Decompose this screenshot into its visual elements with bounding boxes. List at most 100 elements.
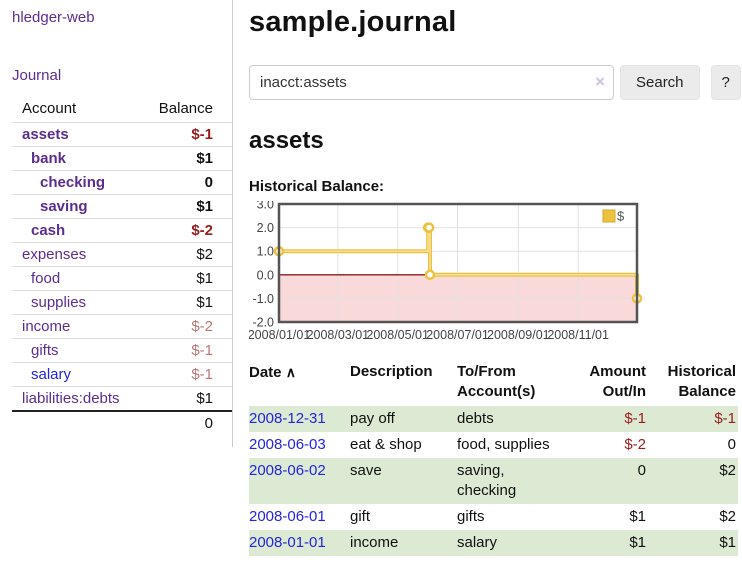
main-content: sample.journal × Search ? assets Histori… <box>233 0 742 556</box>
balance-column-header: Balance <box>158 100 213 117</box>
app-title-link[interactable]: hledger-web <box>12 9 95 26</box>
sidebar-account-checking[interactable]: checking <box>40 174 106 191</box>
sidebar-account-income[interactable]: income <box>22 318 71 335</box>
sidebar-account-expenses[interactable]: expenses <box>22 246 87 263</box>
account-balance: $-2 <box>136 314 232 339</box>
account-balance: $-2 <box>136 218 232 243</box>
amount-column-header: Amount Out/In <box>589 363 646 400</box>
x-tick-label: 2008/01/01 <box>249 328 310 342</box>
app-title: hledger-web <box>12 9 232 26</box>
clear-search-icon[interactable]: × <box>595 72 605 91</box>
legend-swatch <box>602 209 616 223</box>
transaction-balance: $1 <box>719 534 736 551</box>
transaction-date-link[interactable]: 2008-01-01 <box>249 534 326 551</box>
account-row: salary $-1 <box>12 362 232 387</box>
transaction-balance: $2 <box>719 462 736 479</box>
account-balance: $-1 <box>136 362 232 387</box>
accounts-table: Account Balance assets $-1 bank $1 checking 0… <box>12 97 232 435</box>
balance-chart-svg: $3.0 2.0 1.0 0.0 -1.0 -2.02008/01/012008/03/0… <box>248 198 643 342</box>
transaction-description: income <box>350 534 399 551</box>
total-balance: 0 <box>136 410 232 435</box>
date-column-header[interactable]: Date ∧ <box>249 360 350 406</box>
date-header-label: Date <box>249 364 282 381</box>
transaction-accounts: debts <box>457 410 494 427</box>
data-point-marker <box>424 269 436 281</box>
transaction-balance: $-1 <box>714 410 736 427</box>
x-tick-label: 2008/05/01 <box>366 328 429 342</box>
transaction-accounts: food, supplies <box>457 436 550 453</box>
transaction-date-link[interactable]: 2008-06-03 <box>249 436 326 453</box>
sidebar-account-food[interactable]: food <box>31 270 61 287</box>
sidebar-account-bank[interactable]: bank <box>31 150 67 167</box>
accounts-column-header: To/From Account(s) <box>457 363 536 400</box>
description-column-header: Description <box>350 363 433 380</box>
sidebar-item-journal[interactable]: Journal <box>12 67 62 84</box>
transaction-balance: $2 <box>719 508 736 525</box>
accounts-table-header-row: Account Balance <box>12 97 232 123</box>
account-row: liabilities:debts $1 <box>12 386 232 411</box>
account-balance: $-1 <box>136 122 232 147</box>
transaction-description: pay off <box>350 410 395 427</box>
account-balance: $-1 <box>136 338 232 363</box>
account-row: income $-2 <box>12 314 232 339</box>
y-tick-label: 2.0 <box>257 221 274 235</box>
transaction-row: 2008-12-31 pay off debts $-1 $-1 <box>249 406 738 432</box>
account-balance: $2 <box>136 242 232 267</box>
total-spacer <box>12 410 137 435</box>
transaction-row: 2008-06-02 save saving, checking 0 $2 <box>249 458 738 504</box>
sidebar-account-supplies[interactable]: supplies <box>31 294 87 311</box>
transaction-accounts: gifts <box>457 508 485 525</box>
accounts-total-row: 0 <box>12 410 232 435</box>
x-tick-label: 2008/07/01 <box>426 328 489 342</box>
account-row: checking 0 <box>12 170 232 195</box>
y-tick-label: 3.0 <box>257 201 274 212</box>
help-button[interactable]: ? <box>710 65 741 100</box>
page-title: sample.journal <box>249 6 457 38</box>
sort-asc-icon: ∧ <box>285 364 296 380</box>
sidebar-account-cash[interactable]: cash <box>31 222 66 239</box>
chart-label: Historical Balance: <box>249 178 385 195</box>
transaction-row: 2008-06-01 gift gifts $1 $2 <box>249 504 738 530</box>
transaction-description: gift <box>350 508 371 525</box>
search-form: × Search ? <box>249 65 742 100</box>
sidebar-account-gifts[interactable]: gifts <box>31 342 59 359</box>
search-input[interactable] <box>249 65 614 100</box>
sidebar-account-salary[interactable]: salary <box>31 366 72 383</box>
y-tick-label: 0.0 <box>257 268 274 282</box>
account-balance: 0 <box>136 170 232 195</box>
transaction-row: 2008-01-01 income salary $1 $1 <box>249 530 738 556</box>
account-balance: $1 <box>136 194 232 219</box>
transaction-date-link[interactable]: 2008-12-31 <box>249 410 326 427</box>
historical-balance-chart: $3.0 2.0 1.0 0.0 -1.0 -2.0 2008/01/01 2008/03/0… <box>248 198 742 347</box>
search-box: × <box>249 65 614 100</box>
sidebar-account-saving[interactable]: saving <box>40 198 88 215</box>
transaction-description: eat & shop <box>350 436 422 453</box>
transaction-description: save <box>350 462 382 479</box>
legend-label: $ <box>617 209 625 224</box>
transaction-accounts: saving, checking <box>457 462 517 499</box>
account-row: food $1 <box>12 266 232 291</box>
account-balance: $1 <box>136 146 232 171</box>
transaction-date-link[interactable]: 2008-06-02 <box>249 462 326 479</box>
y-tick-label: -2.0 <box>252 316 274 330</box>
account-column-header: Account <box>22 100 77 117</box>
balance-column-header-main: Historical Balance <box>667 363 736 400</box>
sidebar-account-liabilities-debts[interactable]: liabilities:debts <box>22 390 120 407</box>
transaction-accounts: salary <box>457 534 498 551</box>
account-title: assets <box>249 127 324 154</box>
transaction-amount: 0 <box>637 462 646 479</box>
sidebar-account-assets[interactable]: assets <box>22 126 69 143</box>
account-row: cash $-2 <box>12 218 232 243</box>
account-balance: $1 <box>136 266 232 291</box>
transaction-amount: $1 <box>629 534 646 551</box>
x-tick-label: 2008/11/01 <box>547 328 609 342</box>
account-row: expenses $2 <box>12 242 232 267</box>
search-button[interactable]: Search <box>620 65 700 100</box>
transactions-table: Date ∧ Description To/From Account(s) Am… <box>249 360 738 556</box>
transaction-date-link[interactable]: 2008-06-01 <box>249 508 326 525</box>
journal-nav: Journal <box>12 67 232 84</box>
transaction-row: 2008-06-03 eat & shop food, supplies $-2 0 <box>249 432 738 458</box>
app-layout: hledger-web Journal Account Balance asse… <box>12 0 742 556</box>
account-row: supplies $1 <box>12 290 232 315</box>
account-row: gifts $-1 <box>12 338 232 363</box>
